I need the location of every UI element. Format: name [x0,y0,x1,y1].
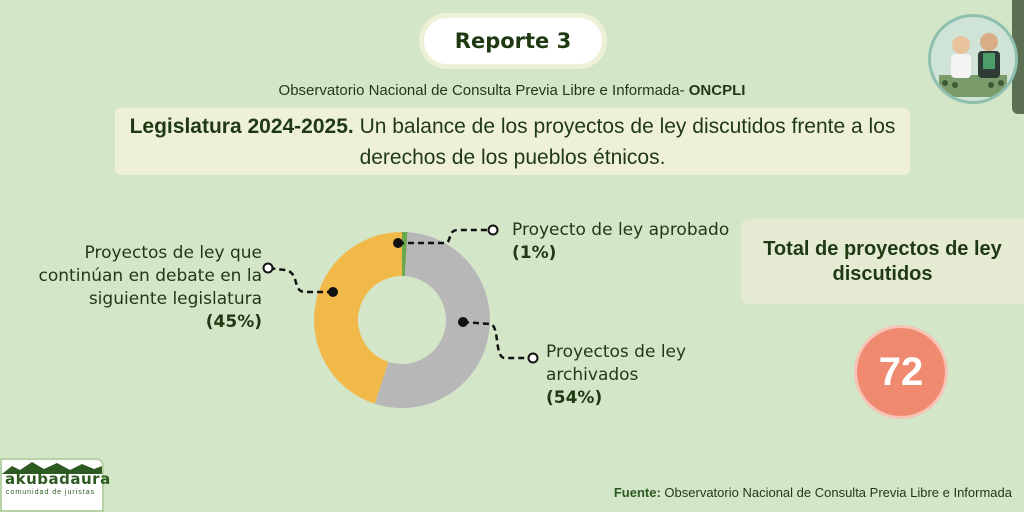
total-value: 72 [878,349,924,394]
label-archived-line1: Proyectos de ley [546,342,687,362]
label-approved-pct: (1%) [512,243,557,263]
total-label: Total de proyectos de ley discutidos [763,237,1002,285]
total-box: Total de proyectos de ley discutidos [741,219,1024,304]
leader-continuing [267,266,333,294]
headline-rest: Un balance de los proyectos de ley discu… [353,114,896,169]
label-archived-line2: archivados [546,365,639,385]
mountains-icon [2,462,102,474]
slice-archived [374,232,491,408]
observatory-acronym: ONCPLI [688,82,746,99]
source-note: Fuente: Observatorio Nacional de Consult… [614,485,1012,500]
observatory-logo-icon [928,14,1018,104]
donut-slices [314,232,491,408]
headline-bold: Legislatura 2024-2025. [129,114,354,138]
label-continuing-line1: Proyectos de ley que [84,243,263,263]
leader-approved [398,228,493,245]
source-label: Fuente: [613,485,661,500]
brand-tagline: comunidad de juristas [6,489,96,496]
label-approved-text: Proyecto de ley aprobado [512,220,730,240]
leader-archived-endpoint [527,352,539,364]
leader-archived-dot [458,317,468,327]
label-continuing-line2: continúan en debate en la [38,266,262,286]
decorative-bar [1012,0,1024,114]
headline-text: Legislatura 2024-2025. Un balance de los… [128,111,898,173]
leader-approved-endpoint [487,224,499,236]
label-archived: Proyectos de ley archivados (54%) [546,341,686,410]
leader-continuing-endpoint [262,262,274,274]
total-value-badge: 72 [854,325,948,419]
label-approved: Proyecto de ley aprobado (1%) [512,219,729,265]
headline-box: Legislatura 2024-2025. Un balance de los… [115,108,910,175]
label-continuing-line3: siguiente legislatura [88,289,262,309]
leader-lines [262,224,539,364]
brand-logo [0,458,104,512]
label-archived-pct: (54%) [546,388,603,408]
brand-name: akubadaura [5,470,111,488]
observatory-subtitle: Observatorio Nacional de Consulta Previa… [0,82,1024,99]
people-illustration-icon [931,17,1015,101]
leader-continuing-dot [328,287,338,297]
slice-continuing [314,232,402,404]
leader-approved-dot [393,238,403,248]
source-text: Observatorio Nacional de Consulta Previa… [660,485,1012,500]
label-continuing-pct: (45%) [205,312,262,332]
report-title-pill: Reporte 3 [424,18,602,64]
report-label: Reporte 3 [454,29,572,53]
label-continuing: Proyectos de ley que continúan en debate… [20,242,262,334]
observatory-name: Observatorio Nacional de Consulta Previa… [278,82,689,99]
